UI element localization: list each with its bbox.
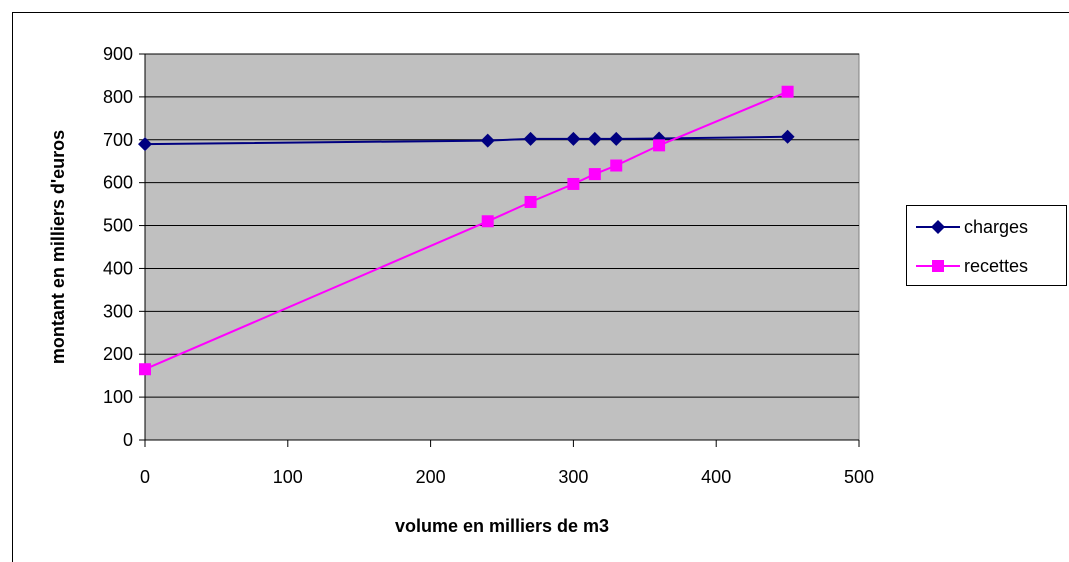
data-point-recettes bbox=[139, 363, 151, 376]
y-tick-labels: 0 100 200 300 400 500 600 700 800 900 bbox=[103, 44, 133, 450]
x-tick-labels: 0 100 200 300 400 500 bbox=[140, 467, 874, 487]
y-tick-label: 100 bbox=[103, 387, 133, 407]
plot-area bbox=[144, 53, 860, 441]
data-point-recettes bbox=[781, 85, 794, 98]
x-tick-label: 200 bbox=[416, 467, 446, 487]
y-tick-label: 900 bbox=[103, 44, 133, 64]
data-point-charges bbox=[587, 131, 602, 146]
legend-box bbox=[906, 205, 1067, 286]
y-tick-label: 700 bbox=[103, 130, 133, 150]
data-point-recettes bbox=[481, 215, 494, 228]
x-axis-title: volume en milliers de m3 bbox=[395, 516, 609, 536]
data-point-recettes bbox=[610, 159, 623, 172]
data-point-charges bbox=[609, 131, 624, 146]
data-point-charges bbox=[480, 133, 495, 148]
x-tick-label: 400 bbox=[701, 467, 731, 487]
x-tick-label: 0 bbox=[140, 467, 150, 487]
data-point-charges bbox=[138, 137, 152, 152]
x-tick-label: 300 bbox=[558, 467, 588, 487]
legend-label-charges: charges bbox=[964, 217, 1028, 237]
data-point-recettes bbox=[653, 139, 666, 152]
legend-label-recettes: recettes bbox=[964, 256, 1028, 276]
series-line-recettes bbox=[144, 90, 788, 371]
y-tick-label: 0 bbox=[123, 430, 133, 450]
y-tick-label: 500 bbox=[103, 216, 133, 236]
x-tick-label: 500 bbox=[844, 467, 874, 487]
data-point-charges bbox=[780, 129, 795, 144]
data-point-recettes bbox=[524, 195, 537, 208]
y-tick-label: 800 bbox=[103, 87, 133, 107]
legend-marker-charges bbox=[931, 220, 945, 234]
axes bbox=[139, 53, 860, 447]
data-point-charges bbox=[523, 131, 538, 146]
series-group bbox=[138, 85, 795, 376]
series-line-charges bbox=[144, 135, 788, 146]
y-tick-label: 400 bbox=[103, 258, 133, 278]
legend-marker-recettes bbox=[932, 260, 944, 272]
data-point-recettes bbox=[567, 177, 580, 190]
data-point-recettes bbox=[588, 168, 601, 181]
y-tick-label: 300 bbox=[103, 301, 133, 321]
x-tick-label: 100 bbox=[273, 467, 303, 487]
y-tick-label: 600 bbox=[103, 173, 133, 193]
legend: charges recettes bbox=[906, 205, 1067, 286]
y-tick-label: 200 bbox=[103, 344, 133, 364]
y-axis-title: montant en milliers d'euros bbox=[48, 130, 68, 364]
data-point-charges bbox=[566, 131, 581, 146]
